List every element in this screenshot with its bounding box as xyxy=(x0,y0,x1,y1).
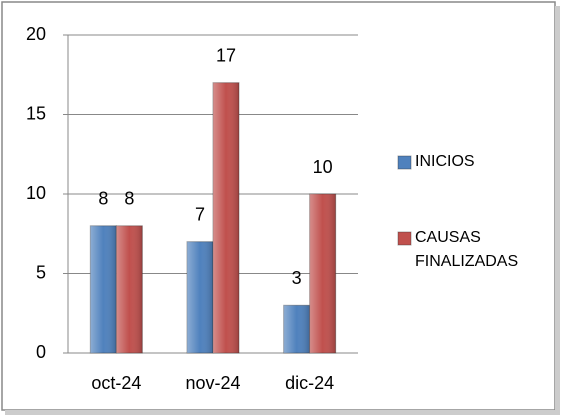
data-label: 8 xyxy=(124,189,134,209)
shadow xyxy=(555,6,560,415)
chart-border xyxy=(1,1,556,411)
legend-swatch xyxy=(397,155,412,170)
y-tick-label: 5 xyxy=(36,262,46,282)
bar-shade xyxy=(309,194,336,353)
x-tick-label: oct-24 xyxy=(91,373,141,393)
data-label: 8 xyxy=(98,189,108,209)
y-tick-label: 10 xyxy=(26,183,46,203)
bar-shade xyxy=(90,225,117,353)
data-label: 17 xyxy=(216,45,236,65)
bar-shade xyxy=(187,241,213,353)
shadow xyxy=(5,410,558,415)
data-label: 7 xyxy=(195,204,205,224)
legend-label: INICIOS xyxy=(415,153,475,170)
y-tick-label: 15 xyxy=(26,103,46,123)
bar-shade xyxy=(116,225,143,353)
bar-shade xyxy=(213,82,239,353)
y-tick-label: 0 xyxy=(36,342,46,362)
bar-shade xyxy=(283,305,310,353)
x-tick-label: dic-24 xyxy=(285,373,334,393)
legend-swatch xyxy=(397,231,412,246)
data-label: 10 xyxy=(313,157,333,177)
data-label: 3 xyxy=(292,268,302,288)
x-tick-label: nov-24 xyxy=(185,373,240,393)
y-tick-label: 20 xyxy=(26,24,46,44)
legend-label: CAUSAS FINALIZADAS xyxy=(415,229,519,270)
